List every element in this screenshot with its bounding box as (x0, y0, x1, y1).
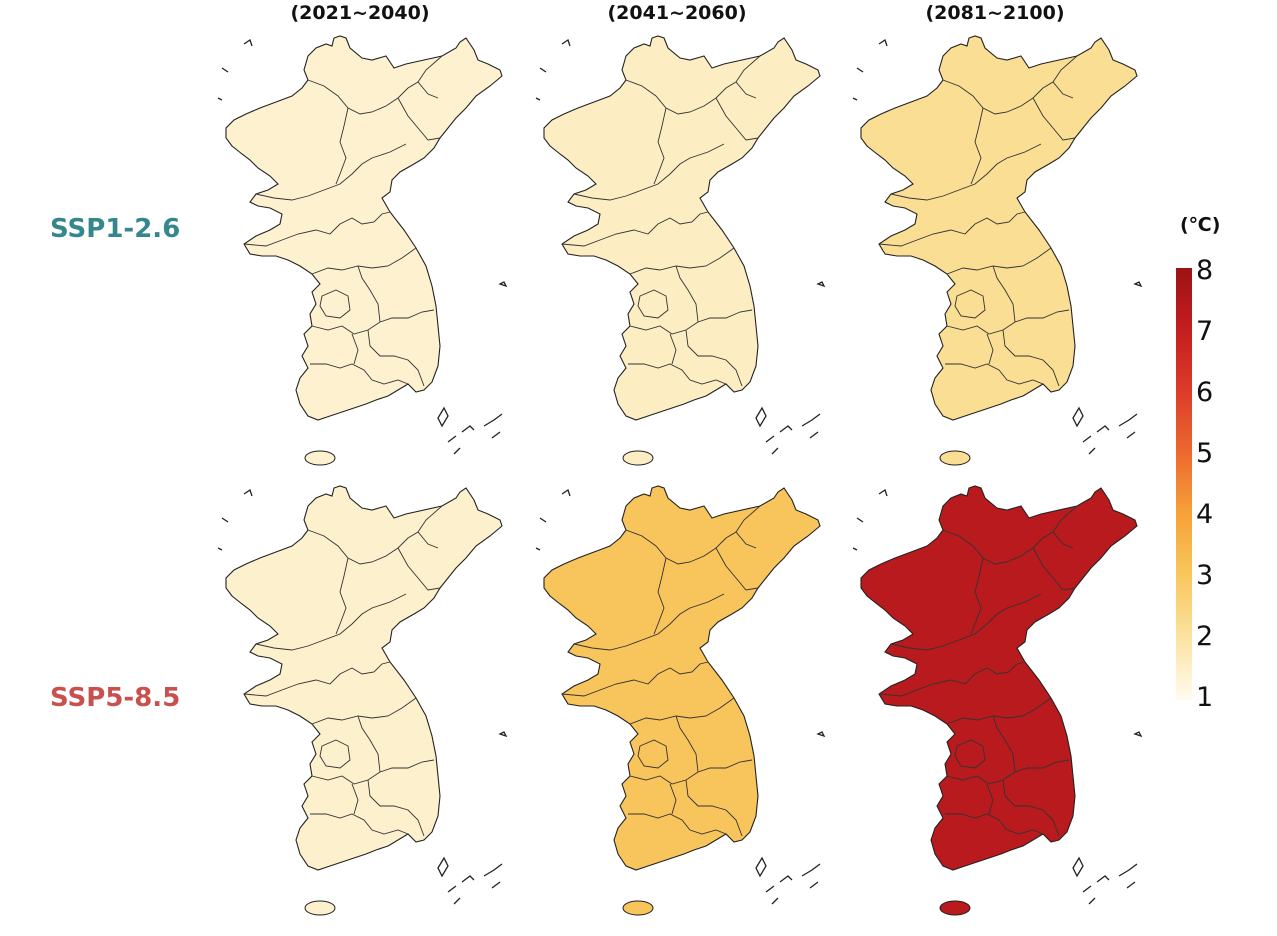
islands (535, 488, 826, 905)
legend-tick: 1 (1196, 682, 1214, 713)
islands (852, 488, 1143, 905)
map-panel (847, 34, 1147, 474)
legend-tick: 6 (1196, 377, 1214, 408)
scenario-label-ssp585: SSP5-8.5 (50, 683, 181, 713)
jeju-island (622, 450, 654, 466)
legend-tick: 3 (1196, 560, 1214, 591)
map-panel (212, 34, 512, 474)
jeju-island (622, 900, 654, 916)
legend-tick: 8 (1196, 255, 1214, 286)
korea-map (852, 35, 1143, 466)
islands (852, 38, 1143, 455)
korea-map (217, 35, 508, 466)
jeju-island (304, 900, 336, 916)
peninsula (543, 35, 821, 421)
islands (217, 488, 508, 905)
scenario-label-ssp126: SSP1-2.6 (50, 214, 181, 244)
peninsula (225, 485, 503, 871)
map-panel (530, 34, 830, 474)
peninsula (860, 35, 1138, 421)
jeju-island (939, 900, 971, 916)
province-borders (561, 55, 761, 387)
korea-map (852, 485, 1143, 916)
province-borders (561, 505, 761, 837)
legend-unit: (℃) (1180, 214, 1221, 236)
islands (535, 38, 826, 455)
korea-map (535, 485, 826, 916)
peninsula (225, 35, 503, 421)
jeju-island (939, 450, 971, 466)
map-panel (212, 484, 512, 924)
peninsula (543, 485, 821, 871)
legend-tick: 7 (1196, 316, 1214, 347)
province-borders (243, 505, 443, 837)
korea-map (217, 485, 508, 916)
period-header-2: (2041~2060) (607, 2, 747, 24)
map-panel (847, 484, 1147, 924)
province-borders (243, 55, 443, 387)
period-header-3: (2081~2100) (925, 2, 1065, 24)
legend-tick: 4 (1196, 499, 1214, 530)
legend-colorbar (1176, 268, 1192, 700)
peninsula (860, 485, 1138, 871)
map-panel (530, 484, 830, 924)
legend-tick: 2 (1196, 621, 1214, 652)
korea-map (535, 35, 826, 466)
legend-tick: 5 (1196, 438, 1214, 469)
islands (217, 38, 508, 455)
province-borders (878, 55, 1078, 387)
province-borders (878, 505, 1078, 837)
period-header-1: (2021~2040) (290, 2, 430, 24)
jeju-island (304, 450, 336, 466)
